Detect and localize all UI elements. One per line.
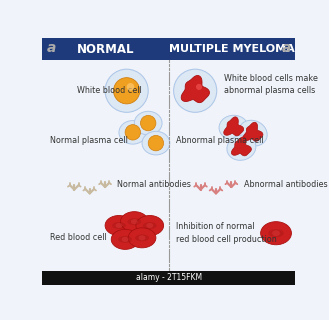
Ellipse shape: [122, 237, 129, 242]
Ellipse shape: [127, 218, 141, 225]
Ellipse shape: [128, 228, 156, 248]
Ellipse shape: [261, 222, 291, 245]
Text: Normal plasma cell: Normal plasma cell: [50, 136, 128, 145]
Ellipse shape: [120, 212, 148, 232]
Text: NORMAL: NORMAL: [77, 43, 134, 56]
Ellipse shape: [134, 111, 162, 135]
Circle shape: [125, 124, 140, 140]
Text: MULTIPLE MYELOMA: MULTIPLE MYELOMA: [169, 44, 295, 54]
Ellipse shape: [239, 120, 267, 146]
Bar: [42, 38, 295, 60]
Circle shape: [140, 116, 156, 131]
Ellipse shape: [118, 236, 132, 243]
Ellipse shape: [219, 115, 248, 140]
Ellipse shape: [112, 222, 126, 229]
Circle shape: [114, 78, 140, 104]
Circle shape: [127, 83, 134, 91]
Ellipse shape: [146, 223, 153, 228]
Polygon shape: [243, 122, 263, 141]
Polygon shape: [224, 117, 244, 136]
Polygon shape: [231, 137, 251, 156]
Ellipse shape: [115, 223, 122, 228]
Ellipse shape: [272, 230, 280, 236]
Bar: [42, 271, 295, 285]
Text: alamy - 2T15FKM: alamy - 2T15FKM: [136, 273, 202, 282]
Text: Abnormal antibodies: Abnormal antibodies: [244, 180, 327, 189]
Text: Red blood cell: Red blood cell: [50, 233, 106, 242]
Circle shape: [105, 69, 148, 112]
Circle shape: [148, 135, 164, 151]
Polygon shape: [181, 76, 210, 103]
Ellipse shape: [105, 215, 133, 236]
Text: Inhibition of normal
red blood cell production: Inhibition of normal red blood cell prod…: [176, 222, 277, 244]
Ellipse shape: [119, 121, 147, 144]
Text: Abnormal plasma cell: Abnormal plasma cell: [176, 136, 264, 145]
Ellipse shape: [136, 215, 164, 236]
Circle shape: [196, 84, 202, 90]
Text: White blood cells make
abnormal plasma cells: White blood cells make abnormal plasma c…: [224, 74, 317, 95]
Text: a: a: [46, 41, 56, 55]
Ellipse shape: [139, 235, 145, 240]
Ellipse shape: [227, 135, 256, 160]
Text: a: a: [281, 41, 291, 55]
Ellipse shape: [135, 234, 149, 241]
Ellipse shape: [111, 229, 139, 249]
Ellipse shape: [142, 131, 170, 155]
Ellipse shape: [143, 222, 157, 229]
Text: Normal antibodies: Normal antibodies: [117, 180, 191, 189]
Circle shape: [174, 69, 217, 112]
Ellipse shape: [131, 219, 138, 224]
Ellipse shape: [268, 229, 284, 237]
Text: White blood cell: White blood cell: [77, 86, 141, 95]
